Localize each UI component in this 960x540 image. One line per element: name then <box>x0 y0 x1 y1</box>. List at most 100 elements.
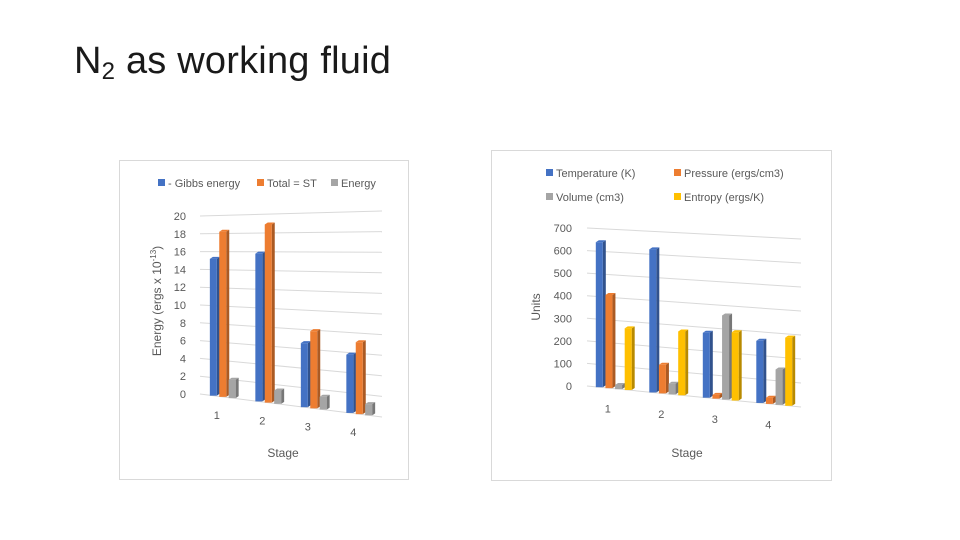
legend-item-energy: Energy <box>331 178 376 190</box>
bar-total-st-stage-1 <box>219 229 230 397</box>
slide-title-main: N <box>74 40 102 82</box>
bar-entropy-ergs-k-stage-4 <box>785 335 796 406</box>
bar-temperature-k-stage-3 <box>702 330 713 398</box>
legend-item-temperature-k: Temperature (K) <box>546 168 635 180</box>
bar-energy-stage-1 <box>228 377 239 399</box>
bar-side <box>719 392 723 399</box>
y-tick-label: 500 <box>554 268 572 280</box>
bar-front <box>731 332 739 401</box>
bar-front <box>722 315 730 400</box>
bar-front <box>365 404 373 416</box>
bar-energy-stage-3 <box>319 394 330 410</box>
legend-label: Energy <box>341 178 376 190</box>
units-chart: 0 100 200 300 400 500 600 700 1 2 3 4 Stage Units Temp… <box>491 150 832 481</box>
bar-side <box>772 395 776 404</box>
y-tick-label: 700 <box>554 223 572 235</box>
bar-top <box>702 330 713 333</box>
legend: Temperature (K) Pressure (ergs/cm3) Volume… <box>546 168 784 204</box>
bar-front <box>785 337 793 406</box>
bar-top <box>355 340 366 343</box>
bar-total-st-stage-4 <box>355 340 366 415</box>
bar-top <box>756 338 767 341</box>
bar-front <box>310 331 318 409</box>
gridline <box>586 385 802 408</box>
slide-title-rest: as working fluid <box>115 40 392 82</box>
y-tick-label: 600 <box>554 246 572 258</box>
y-tick-label: 12 <box>174 282 186 294</box>
bar-top <box>219 229 230 232</box>
legend-item-pressure-ergs-cm3: Pressure (ergs/cm3) <box>674 168 784 180</box>
bar-side <box>216 256 220 396</box>
y-axis-title-text: Units <box>529 293 543 320</box>
bar-volume-cm3-stage-4 <box>775 367 786 405</box>
bar-pressure-ergs-cm3-stage-1 <box>605 293 616 389</box>
bar-top <box>605 293 616 296</box>
gridline <box>199 304 383 315</box>
bar-front <box>355 342 363 415</box>
bar-front <box>658 364 666 394</box>
bar-entropy-ergs-k-stage-3 <box>731 330 742 401</box>
bar-side <box>307 341 311 408</box>
y-tick-label: 14 <box>174 264 186 276</box>
bar-side <box>665 362 669 394</box>
bar-top <box>658 362 669 365</box>
bar-front <box>702 332 710 398</box>
y-tick-label: 2 <box>180 371 186 383</box>
bar-top <box>319 394 330 397</box>
y-axis-title-text: Energy (ergs x 10 <box>150 261 164 356</box>
bar-side <box>709 330 713 398</box>
slide-title-subscript: 2 <box>101 58 116 85</box>
bar-top <box>775 367 786 370</box>
bar-top <box>300 341 311 344</box>
bar-top <box>678 329 689 332</box>
legend-swatch <box>257 179 264 186</box>
bar-front <box>605 295 613 389</box>
bar-top <box>712 392 723 395</box>
gridline <box>199 251 383 253</box>
bar-entropy-ergs-k-stage-1 <box>624 326 635 391</box>
y-tick-label: 300 <box>554 313 572 325</box>
y-axis-title-end: ) <box>150 246 164 250</box>
bar-entropy-ergs-k-stage-2 <box>678 329 689 396</box>
y-tick-label: 4 <box>180 353 186 365</box>
gridline <box>199 286 383 294</box>
bar-total-st-stage-2 <box>264 222 275 403</box>
bar-side <box>281 388 285 404</box>
gridline <box>586 250 802 264</box>
bar-front <box>615 384 623 390</box>
bar-side <box>262 251 266 402</box>
bar-front <box>219 231 227 397</box>
bar-volume-cm3-stage-1 <box>615 382 626 390</box>
bar-side <box>271 222 275 403</box>
bar-front <box>756 340 764 403</box>
bar-side <box>372 402 376 416</box>
y-tick-label: 200 <box>554 336 572 348</box>
bar-side <box>792 335 796 406</box>
energy-chart: 0 2 4 6 8 10 12 14 16 18 20 1 2 3 4 Stage Energy (ergs x… <box>119 160 409 480</box>
bar-top <box>274 388 285 391</box>
bar-side <box>685 329 689 396</box>
x-tick-label: 1 <box>214 410 220 422</box>
bar-front <box>678 331 686 396</box>
bar-side <box>622 382 626 390</box>
bar-side <box>631 326 635 391</box>
legend-swatch <box>331 179 338 186</box>
x-tick-label: 3 <box>712 414 718 426</box>
bar-pressure-ergs-cm3-stage-3 <box>712 392 723 399</box>
x-tick-label: 1 <box>605 404 611 416</box>
legend-label: Volume (cm3) <box>556 192 624 204</box>
bar-side <box>235 377 239 399</box>
bar-side <box>317 329 321 409</box>
bars <box>209 222 376 416</box>
legend-label: Pressure (ergs/cm3) <box>684 168 784 180</box>
y-tick-label: 20 <box>174 211 186 223</box>
bar-top <box>365 402 376 405</box>
legend-label: Temperature (K) <box>556 168 635 180</box>
gridline <box>199 322 383 336</box>
x-tick-label: 3 <box>305 421 311 433</box>
y-tick-label: 18 <box>174 229 186 241</box>
gridline <box>586 340 802 360</box>
bar-side <box>738 330 742 401</box>
legend-label: Total = ST <box>267 178 317 190</box>
